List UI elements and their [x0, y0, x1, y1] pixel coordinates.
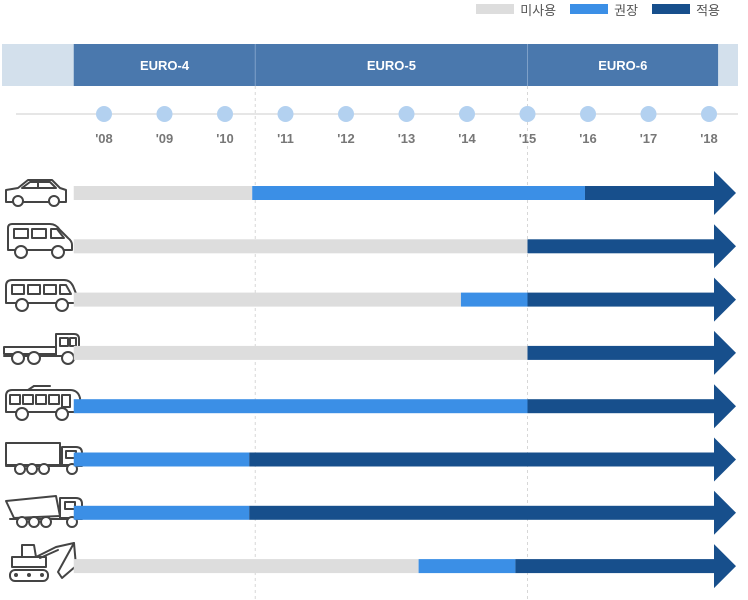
- legend: 미사용 권장 적용: [476, 0, 720, 18]
- year-tick-label: '14: [458, 131, 476, 146]
- bus-icon: [5, 385, 82, 421]
- standard-label: EURO-4: [140, 58, 190, 73]
- legend-swatch-unused: [476, 4, 515, 14]
- segment-applied: [527, 292, 715, 307]
- timeline-row: [73, 277, 736, 322]
- segment-recommended: [73, 505, 250, 520]
- year-tick-label: '10: [216, 131, 234, 146]
- standard-label: EURO-6: [598, 58, 647, 73]
- year-dot: [580, 106, 596, 122]
- legend-label-applied: 적용: [696, 2, 720, 18]
- timeline-row: [73, 224, 736, 269]
- row-arrowhead: [714, 384, 736, 429]
- year-tick-label: '08: [95, 131, 113, 146]
- year-tick-label: '16: [579, 131, 597, 146]
- segment-applied: [527, 239, 715, 254]
- year-tick-label: '09: [156, 131, 174, 146]
- segment-unused: [73, 559, 419, 574]
- year-dot: [338, 106, 354, 122]
- timeline-row: [73, 171, 736, 215]
- segment-recommended: [73, 452, 250, 467]
- year-tick-label: '18: [700, 131, 718, 146]
- dump-truck-icon: [5, 495, 83, 528]
- standard-segment-1: [73, 44, 256, 86]
- row-arrowhead: [714, 490, 736, 535]
- segment-recommended: [73, 399, 528, 414]
- segment-recommended: [460, 292, 528, 307]
- year-dot: [96, 106, 112, 122]
- standard-dividers: [254, 86, 528, 600]
- standard-segment-2: [255, 44, 528, 86]
- year-tick-label: '12: [337, 131, 355, 146]
- segment-unused: [73, 292, 461, 307]
- segment-applied: [515, 559, 715, 574]
- row-arrowhead: [714, 171, 736, 215]
- year-dot: [398, 106, 415, 122]
- minibus-icon: [5, 279, 78, 312]
- year-dot: [640, 106, 657, 122]
- segment-applied: [249, 505, 715, 520]
- standard-segment-3: [527, 44, 719, 86]
- legend-label-unused: 미사용: [520, 2, 557, 18]
- row-arrowhead: [714, 544, 736, 589]
- vehicle-icons: [3, 179, 83, 582]
- segment-unused: [73, 239, 528, 254]
- segment-applied: [527, 345, 715, 360]
- timeline-row: [73, 544, 736, 589]
- segment-unused: [73, 345, 528, 360]
- segment-unused: [73, 186, 253, 200]
- legend-swatch-recommended: [570, 4, 609, 14]
- cargo-truck-icon: [5, 442, 83, 475]
- segment-applied: [249, 452, 715, 467]
- car-icon: [5, 179, 67, 207]
- timeline-row: [73, 330, 736, 375]
- segment-applied: [527, 399, 715, 414]
- standards-band: EURO-4 EURO-5 EURO-6: [73, 44, 719, 86]
- legend-swatch-applied: [652, 4, 691, 14]
- timeline-row: [73, 437, 736, 482]
- year-dot: [701, 106, 717, 122]
- timeline-row: [73, 490, 736, 535]
- year-ticks: '08 '09 '10 '11 '12 '13 '14 '15 '16 '17 '18: [95, 106, 718, 146]
- year-tick-label: '11: [277, 131, 294, 146]
- timeline-rows: [73, 171, 736, 589]
- legend-item-applied: 적용: [652, 0, 720, 19]
- row-arrowhead: [714, 330, 736, 375]
- year-dot: [519, 106, 536, 122]
- excavator-icon: [9, 542, 77, 582]
- flatbed-truck-icon: [3, 333, 80, 365]
- segment-recommended: [252, 186, 585, 200]
- year-dot: [277, 106, 294, 122]
- row-arrowhead: [714, 224, 736, 269]
- year-dot: [217, 106, 233, 122]
- year-tick-label: '17: [640, 131, 658, 146]
- segment-recommended: [418, 559, 516, 574]
- year-tick-label: '15: [519, 131, 537, 146]
- row-arrowhead: [714, 437, 736, 482]
- legend-label-recommended: 권장: [614, 2, 639, 18]
- timeline-row: [73, 384, 736, 429]
- year-dot: [156, 106, 173, 122]
- standard-label: EURO-5: [367, 58, 416, 73]
- row-arrowhead: [714, 277, 736, 322]
- legend-item-unused: 미사용: [476, 0, 556, 19]
- year-dot: [459, 106, 475, 122]
- segment-applied: [584, 186, 715, 200]
- year-tick-label: '13: [398, 131, 416, 146]
- legend-item-recommended: 권장: [570, 0, 638, 19]
- van-icon: [7, 223, 73, 259]
